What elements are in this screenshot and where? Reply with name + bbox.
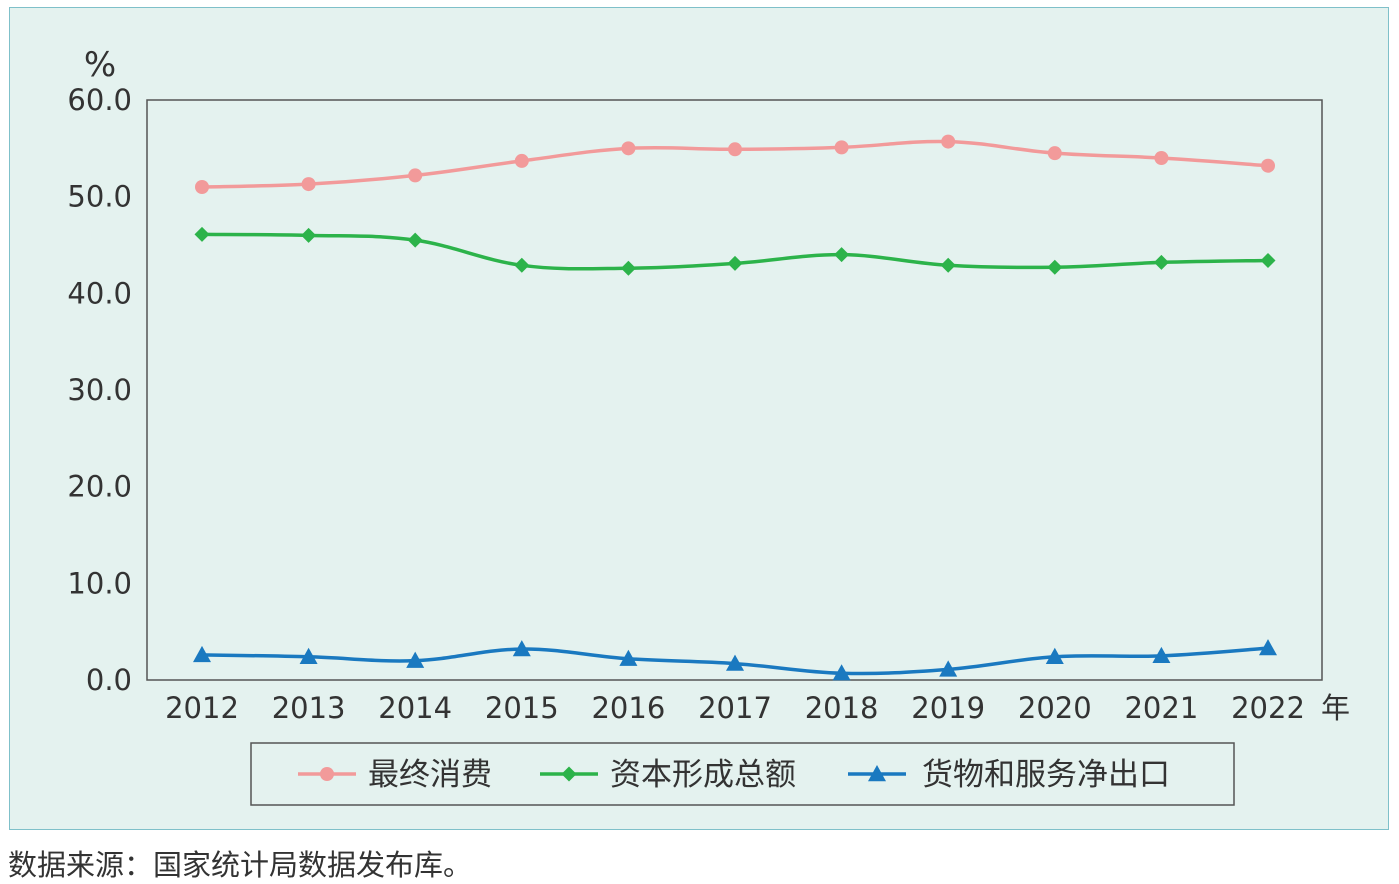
y-tick-label: 60.0 xyxy=(67,83,132,117)
data-point xyxy=(941,134,956,149)
data-point xyxy=(1153,254,1169,270)
data-point xyxy=(514,257,530,273)
x-tick-label: 2016 xyxy=(591,691,665,725)
data-point xyxy=(408,168,423,183)
data-point xyxy=(193,645,211,663)
y-tick-label: 30.0 xyxy=(67,373,132,407)
y-tick-label: 10.0 xyxy=(67,566,132,600)
legend-marker xyxy=(320,767,334,781)
x-tick-label: 2012 xyxy=(165,691,239,725)
data-point xyxy=(1261,158,1275,173)
y-tick-label: 0.0 xyxy=(86,663,132,697)
data-point xyxy=(726,654,744,671)
data-point xyxy=(195,180,209,194)
data-point xyxy=(1152,646,1171,664)
y-tick-label: 20.0 xyxy=(67,470,132,504)
plot-area xyxy=(146,99,1323,681)
series-0 xyxy=(195,134,1275,194)
data-point xyxy=(727,255,743,271)
x-axis-ticks: 2012 2013 2014 2015 2016 2017 2018 2019 2020 2021… xyxy=(165,691,1350,725)
data-point xyxy=(406,651,425,668)
series-1 xyxy=(194,226,1276,276)
legend-label: 资本形成总额 xyxy=(610,757,796,793)
data-point xyxy=(512,640,531,657)
legend-item-1: 资本形成总额 xyxy=(540,757,796,793)
data-point xyxy=(619,649,638,666)
data-point xyxy=(620,260,636,276)
data-point xyxy=(834,247,850,263)
data-point xyxy=(728,142,742,157)
legend-item-2: 货物和服务净出口 xyxy=(848,757,1170,793)
x-tick-label: 2018 xyxy=(805,691,879,725)
legend-marker xyxy=(561,766,577,782)
legend-box xyxy=(250,742,1235,806)
data-point xyxy=(1154,151,1169,165)
data-point xyxy=(301,227,317,243)
data-point xyxy=(940,257,956,273)
data-point xyxy=(514,153,529,168)
x-tick-label: 2021 xyxy=(1124,691,1198,725)
y-axis-ticks: 0.0 10.0 20.0 30.0 40.0 50.0 60.0 xyxy=(67,83,132,697)
data-point xyxy=(1259,639,1277,656)
data-point xyxy=(1047,259,1063,275)
x-tick-label: 2017 xyxy=(698,691,772,725)
data-point xyxy=(194,226,210,242)
source-note: 数据来源：国家统计局数据发布库。 xyxy=(8,848,473,882)
legend-label: 最终消费 xyxy=(368,757,492,793)
x-axis-unit: 年 xyxy=(1321,691,1350,725)
y-tick-label: 50.0 xyxy=(67,180,132,214)
data-point xyxy=(939,660,958,677)
x-tick-label: 2014 xyxy=(378,691,452,725)
data-point xyxy=(1045,647,1064,664)
data-point xyxy=(834,140,849,155)
legend-item-0: 最终消费 xyxy=(298,757,492,793)
x-tick-label: 2022 xyxy=(1231,691,1305,725)
x-tick-label: 2015 xyxy=(485,691,559,725)
y-axis-unit: % xyxy=(84,45,116,85)
series-2 xyxy=(193,639,1277,681)
chart-panel xyxy=(9,7,1389,830)
data-point xyxy=(1260,252,1276,268)
data-point xyxy=(1047,146,1062,161)
data-point xyxy=(299,647,318,664)
data-point xyxy=(621,141,636,156)
x-tick-label: 2019 xyxy=(911,691,985,725)
y-tick-label: 40.0 xyxy=(67,276,132,310)
legend-marker xyxy=(868,765,886,782)
data-point xyxy=(301,177,316,192)
series-layer xyxy=(193,134,1277,681)
x-tick-label: 2020 xyxy=(1018,691,1092,725)
data-point xyxy=(407,232,423,248)
legend-label: 货物和服务净出口 xyxy=(922,757,1170,793)
legend: 最终消费 资本形成总额 货物和服务净出口 xyxy=(298,757,1170,793)
x-tick-label: 2013 xyxy=(272,691,346,725)
data-point xyxy=(832,664,851,681)
